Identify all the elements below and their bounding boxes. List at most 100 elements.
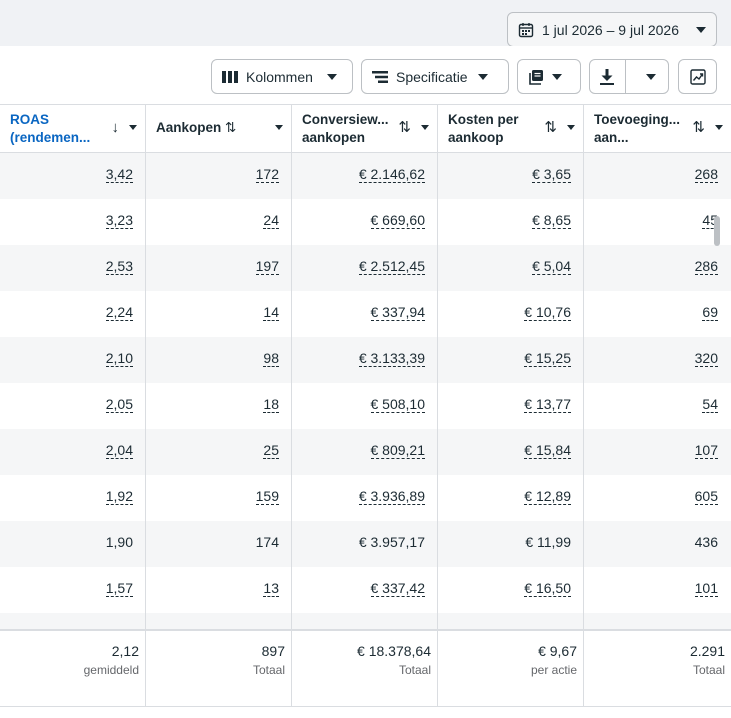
export-button[interactable] xyxy=(590,60,626,93)
total-roas: 2,12 gemiddeld xyxy=(0,631,146,707)
cell-value[interactable]: 3,42 xyxy=(105,166,133,183)
column-header-conversiewaarde[interactable]: Conversiew... aankopen ⇅ xyxy=(292,105,438,152)
cell-value[interactable]: € 12,89 xyxy=(524,488,571,505)
cell-value[interactable]: 25 xyxy=(263,442,279,459)
cell-aankopen: 25 xyxy=(146,429,292,475)
totals-row: 2,12 gemiddeld 897 Totaal € 18.378,64 To… xyxy=(0,629,731,707)
table-row[interactable]: 2,04 25 € 809,21 € 15,84 107 xyxy=(0,429,731,475)
columns-label: Kolommen xyxy=(246,68,313,85)
cell-value[interactable]: 2,24 xyxy=(105,304,133,321)
sort-icon[interactable]: ⇅ xyxy=(692,119,705,136)
columns-button[interactable]: Kolommen xyxy=(211,59,353,94)
reports-button[interactable] xyxy=(517,59,581,94)
cell-value[interactable]: € 2.512,45 xyxy=(358,258,425,275)
chart-icon xyxy=(689,68,706,85)
cell-value[interactable]: € 15,25 xyxy=(524,350,571,367)
cell-value[interactable]: € 809,21 xyxy=(370,442,425,459)
cell-conversiewaarde: € 508,10 xyxy=(292,383,438,429)
cell-value[interactable]: 172 xyxy=(255,166,279,183)
export-options-button[interactable] xyxy=(634,60,668,93)
cell-value[interactable]: 1,57 xyxy=(105,580,133,597)
cell-value[interactable]: 13 xyxy=(263,580,279,597)
cell-roas: 2,05 xyxy=(0,383,146,429)
breakdown-button[interactable]: Specificatie xyxy=(361,59,509,94)
cell-value[interactable]: € 337,42 xyxy=(370,580,425,597)
column-header-aankopen[interactable]: Aankopen ⇅ xyxy=(146,105,292,152)
cell-value[interactable]: € 337,94 xyxy=(370,304,425,321)
calendar-icon xyxy=(518,22,534,37)
table-row[interactable]: 1,57 13 € 337,42 € 16,50 101 xyxy=(0,567,731,613)
cell-toevoegingen: 107 xyxy=(584,429,731,475)
column-header-roas[interactable]: ROAS (rendemen... ↓ xyxy=(0,105,146,152)
cell-value[interactable]: € 508,10 xyxy=(370,396,425,413)
chevron-down-icon[interactable] xyxy=(567,125,575,130)
cell-value[interactable]: 54 xyxy=(702,396,718,413)
sort-descending-icon[interactable]: ↓ xyxy=(111,119,120,136)
cell-value[interactable]: € 13,77 xyxy=(524,396,571,413)
cell-value[interactable]: € 8,65 xyxy=(532,212,571,229)
cell-toevoegingen: 436 xyxy=(584,521,731,567)
cell-aankopen: 197 xyxy=(146,245,292,291)
cell-value: 174 xyxy=(255,534,279,550)
cell-value[interactable]: 69 xyxy=(702,304,718,321)
cell-value: 436 xyxy=(694,534,718,550)
cell-value[interactable]: 98 xyxy=(263,350,279,367)
table-row[interactable]: 3,23 24 € 669,60 € 8,65 45 xyxy=(0,199,731,245)
sort-icon[interactable]: ⇅ xyxy=(225,120,237,135)
cell-conversiewaarde: € 3.133,39 xyxy=(292,337,438,383)
chevron-down-icon[interactable] xyxy=(715,125,723,130)
cell-aankopen: 24 xyxy=(146,199,292,245)
cell-value[interactable]: € 16,50 xyxy=(524,580,571,597)
cell-value[interactable]: 3,23 xyxy=(105,212,133,229)
table-row[interactable]: 2,10 98 € 3.133,39 € 15,25 320 xyxy=(0,337,731,383)
cell-value[interactable]: 320 xyxy=(694,350,718,367)
cell-value[interactable]: € 10,76 xyxy=(524,304,571,321)
table-row[interactable]: 2,53 197 € 2.512,45 € 5,04 286 xyxy=(0,245,731,291)
vertical-scrollbar[interactable] xyxy=(714,216,720,246)
cell-value[interactable]: € 3,65 xyxy=(532,166,571,183)
cell-value[interactable]: € 3.133,39 xyxy=(358,350,425,367)
table-row[interactable]: 2,05 18 € 508,10 € 13,77 54 xyxy=(0,383,731,429)
chevron-down-icon[interactable] xyxy=(275,125,283,130)
cell-value[interactable]: 14 xyxy=(263,304,279,321)
cell-value[interactable]: € 5,04 xyxy=(532,258,571,275)
column-header-kosten-per-aankoop[interactable]: Kosten per aankoop ⇅ xyxy=(438,105,584,152)
total-value: € 18.378,64 xyxy=(357,643,431,659)
cell-value[interactable]: 107 xyxy=(694,442,718,459)
chart-button[interactable] xyxy=(678,59,717,94)
export-button-group xyxy=(589,59,669,94)
date-range-picker[interactable]: 1 jul 2026 – 9 jul 2026 xyxy=(507,12,717,47)
cell-value[interactable]: 2,10 xyxy=(105,350,133,367)
cell-value[interactable]: 18 xyxy=(263,396,279,413)
cell-conversiewaarde: € 669,60 xyxy=(292,199,438,245)
cell-kosten-per-aankoop: € 16,50 xyxy=(438,567,584,613)
table-row[interactable]: 3,42 172 € 2.146,62 € 3,65 268 xyxy=(0,153,731,199)
cell-value[interactable]: 197 xyxy=(255,258,279,275)
cell-value[interactable]: 605 xyxy=(694,488,718,505)
column-header-toevoegingen[interactable]: Toevoeging... aan... ⇅ xyxy=(584,105,731,152)
sort-icon[interactable]: ⇅ xyxy=(398,119,411,136)
cell-value[interactable]: € 15,84 xyxy=(524,442,571,459)
cell-value[interactable]: € 3.936,89 xyxy=(358,488,425,505)
table-row[interactable]: 2,24 14 € 337,94 € 10,76 69 xyxy=(0,291,731,337)
table-row[interactable]: 1,90 174 € 3.957,17 € 11,99 436 xyxy=(0,521,731,567)
cell-value[interactable]: 159 xyxy=(255,488,279,505)
cell-kosten-per-aankoop: € 10,76 xyxy=(438,291,584,337)
cell-value[interactable]: 101 xyxy=(694,580,718,597)
cell-value[interactable]: 286 xyxy=(694,258,718,275)
chevron-down-icon[interactable] xyxy=(421,125,429,130)
cell-value[interactable]: 1,92 xyxy=(105,488,133,505)
cell-value[interactable]: € 2.146,62 xyxy=(358,166,425,183)
cell-value[interactable]: 2,05 xyxy=(105,396,133,413)
cell-value[interactable]: 2,04 xyxy=(105,442,133,459)
chevron-down-icon[interactable] xyxy=(129,125,137,130)
cell-roas: 2,24 xyxy=(0,291,146,337)
cell-value[interactable]: € 669,60 xyxy=(370,212,425,229)
cell-value[interactable]: 2,53 xyxy=(105,258,133,275)
sort-icon[interactable]: ⇅ xyxy=(544,119,557,136)
chevron-down-icon xyxy=(552,73,562,80)
column-header-label: Toevoeging... aan... xyxy=(594,112,681,145)
cell-value[interactable]: 268 xyxy=(694,166,718,183)
table-row[interactable]: 1,92 159 € 3.936,89 € 12,89 605 xyxy=(0,475,731,521)
cell-value[interactable]: 24 xyxy=(263,212,279,229)
